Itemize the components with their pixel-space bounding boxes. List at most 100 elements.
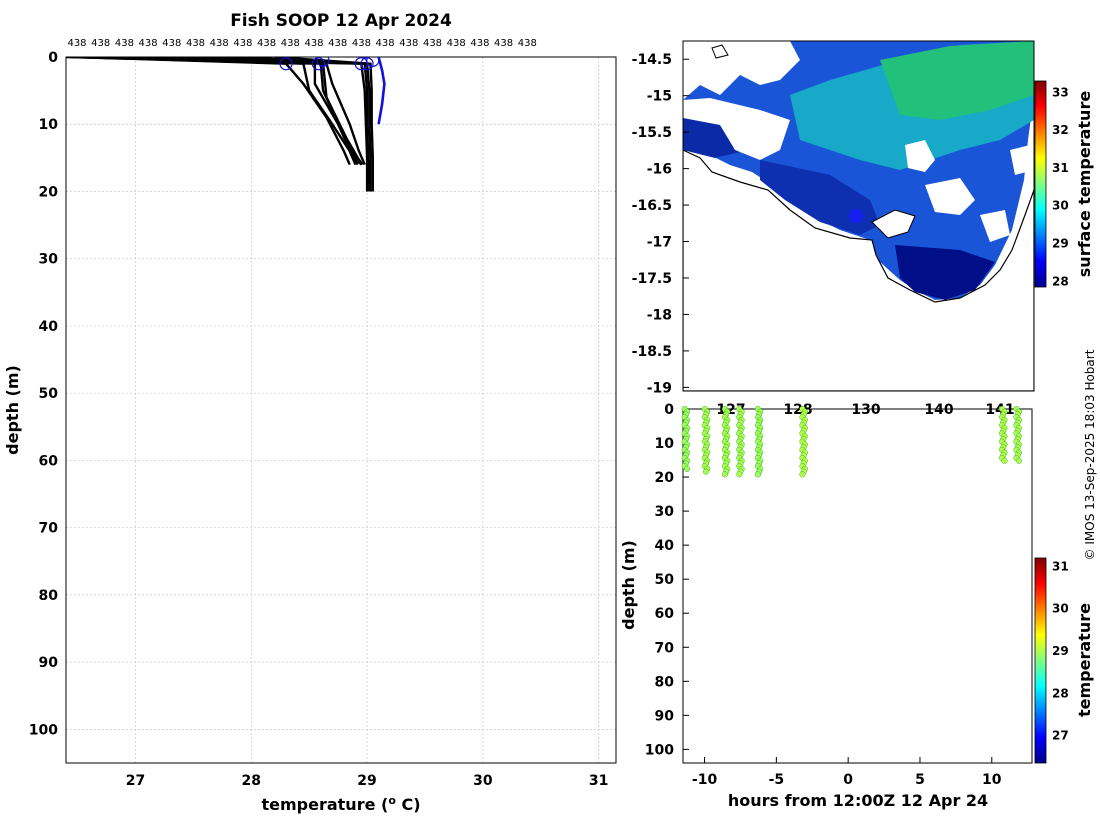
profile-line [274, 57, 374, 192]
y-tick-label: 50 [39, 386, 59, 402]
colorbar-tick: 32 [1052, 123, 1069, 137]
colorbar-tick: 27 [1052, 729, 1069, 743]
cast-point [754, 471, 761, 478]
cast-point [799, 471, 806, 478]
sst-map-panel: -14.5 -15 -15.5 -16 -16.5 -17 -17.5 -18 -18.5 -19… [632, 40, 1094, 418]
temperature-colorbar-ticks: 31 30 29 28 27 [1052, 559, 1069, 742]
island-outline [711, 44, 729, 59]
depth-tick-label: 0 [664, 402, 674, 418]
top-label: 438 [328, 38, 347, 49]
lon-tick-label: 128 [783, 402, 812, 418]
depth-tick-label: 30 [655, 504, 675, 520]
x-tick-label: 31 [589, 773, 608, 789]
top-label: 438 [447, 38, 466, 49]
time-x-ticks: -10 -5 0 5 10 [692, 757, 1002, 788]
lat-tick-label: -15 [647, 89, 672, 105]
top-label: 438 [67, 38, 86, 49]
top-label: 438 [376, 38, 395, 49]
temperature-colorbar-label: temperature [1075, 603, 1094, 717]
lon-tick-label: 140 [924, 402, 953, 418]
time-tick-label: -5 [769, 772, 785, 788]
top-label: 438 [139, 38, 158, 49]
colorbar-tick: 28 [1052, 274, 1069, 288]
colorbar-tick: 31 [1052, 161, 1069, 175]
top-label: 438 [91, 38, 110, 49]
cloud-gap [683, 98, 790, 160]
y-tick-label: 40 [39, 319, 59, 335]
gulf-outline [871, 209, 916, 239]
lat-tick-label: -17 [647, 235, 672, 251]
credit-text: © IMOS 13-Sep-2025 18:03 Hobart [1083, 349, 1097, 560]
profiles [66, 57, 386, 192]
lat-tick-label: -18 [647, 307, 672, 323]
depth-tick-label: 70 [655, 640, 675, 656]
y-tick-label: 70 [39, 521, 59, 537]
colorbar-tick: 28 [1052, 686, 1069, 700]
y-axis-label: depth (m) [3, 365, 22, 455]
depth-tick-label: 10 [655, 436, 675, 452]
profile-line [377, 57, 386, 125]
colorbar-tick: 31 [1052, 559, 1069, 573]
lat-tick-label: -15.5 [632, 125, 672, 141]
map-frame [682, 40, 1035, 392]
x-tick-label: 27 [126, 773, 145, 789]
surface-marker [279, 57, 293, 71]
surface-marker [316, 57, 330, 67]
depth-tick-label: 60 [655, 606, 675, 622]
sst-colorbar-label: surface temperature [1075, 91, 1094, 278]
cloud-gap [980, 210, 1010, 242]
top-label: 438 [470, 38, 489, 49]
y-axis-ticks: 0 10 20 30 40 50 60 70 80 90 100 [29, 50, 58, 738]
profile-panel: Fish SOOP 12 Apr 2024 438 438 438 438 438 438… [3, 11, 617, 814]
sst-field [683, 41, 1034, 391]
cloud-gap [683, 41, 800, 100]
top-label: 438 [233, 38, 252, 49]
y-tick-label: 90 [39, 655, 59, 671]
lat-tick-label: -16 [647, 162, 672, 178]
y-tick-label: 20 [39, 184, 59, 200]
cast-point [721, 471, 728, 478]
colorbar-tick: 29 [1052, 644, 1069, 658]
top-label: 438 [257, 38, 276, 49]
profile-line [89, 57, 359, 166]
lat-tick-label: -17.5 [632, 271, 672, 287]
depth-tick-label: 100 [645, 742, 674, 758]
top-label: 438 [115, 38, 134, 49]
top-label: 438 [518, 38, 537, 49]
lat-tick-label: -18.5 [632, 344, 672, 360]
x-tick-label: 28 [242, 773, 261, 789]
map-lat-ticks: -14.5 -15 -15.5 -16 -16.5 -17 -17.5 -18 -18.5 -19 [632, 52, 689, 396]
grid [66, 56, 616, 763]
depth-tick-label: 40 [655, 538, 675, 554]
x-tick-label: 30 [473, 773, 493, 789]
cast-point [1015, 457, 1022, 464]
top-label: 438 [423, 38, 442, 49]
time-plot-frame [682, 408, 1033, 764]
y-tick-label: 60 [39, 453, 59, 469]
cast-point [736, 471, 743, 478]
colorbar-tick: 30 [1052, 199, 1069, 213]
top-label: 438 [281, 38, 300, 49]
y-tick-label: 0 [48, 50, 58, 66]
temperature-colorbar [1034, 557, 1047, 764]
depth-tick-label: 90 [655, 708, 675, 724]
casts [681, 406, 1022, 478]
depth-tick-label: 20 [655, 470, 675, 486]
top-label: 438 [304, 38, 323, 49]
chart-title: Fish SOOP 12 Apr 2024 [230, 11, 452, 31]
coastline [683, 149, 1034, 391]
time-y-ticks: 0 10 20 30 40 50 60 70 80 90 100 [645, 402, 689, 758]
top-label: 438 [352, 38, 371, 49]
time-x-axis-label: hours from 12:00Z 12 Apr 24 [728, 791, 988, 810]
time-tick-label: -10 [692, 772, 718, 788]
cloud-gap [925, 178, 975, 215]
y-tick-label: 100 [29, 722, 58, 738]
cloud-gap [905, 140, 935, 172]
lon-tick-label: 130 [851, 402, 880, 418]
top-label: 438 [399, 38, 418, 49]
time-tick-label: 5 [915, 772, 925, 788]
time-tick-label: 10 [982, 772, 1002, 788]
top-label-row: 438 438 438 438 438 438 438 438 438 438 438 438 438 4… [67, 38, 536, 49]
x-tick-label: 29 [357, 773, 376, 789]
colorbar-tick: 33 [1052, 85, 1069, 99]
